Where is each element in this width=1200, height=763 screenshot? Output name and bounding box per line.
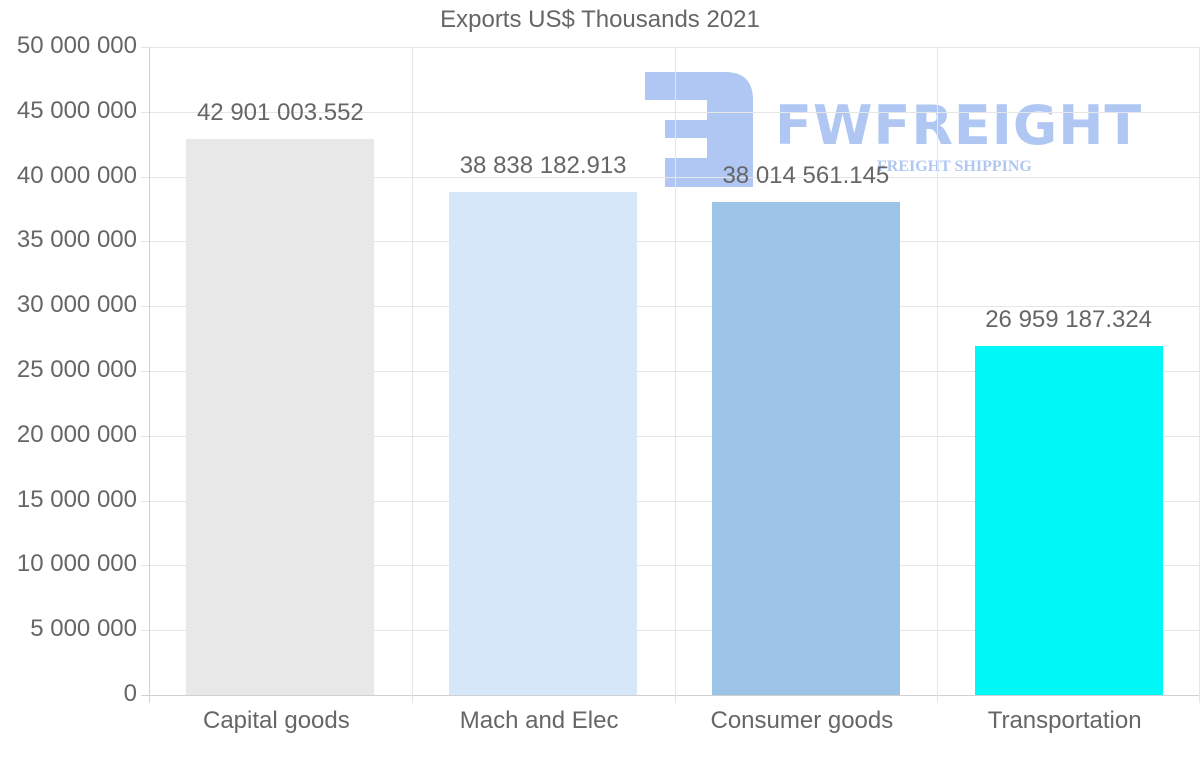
- gridline-vertical: [411, 47, 413, 703]
- gridline-horizontal: [141, 630, 1200, 632]
- watermark-tagline: FREIGHT SHIPPING: [877, 158, 1032, 175]
- y-tick-label: 35 000 000: [16, 226, 137, 254]
- bar-mach-and-elec[interactable]: [449, 191, 638, 695]
- plot-area: 42 901 003.552 38 838 182.913 38 014 561.1…: [141, 47, 1200, 703]
- gridline-horizontal: [141, 565, 1200, 567]
- gridline-horizontal: [141, 176, 1200, 178]
- y-tick-label: 30 000 000: [16, 291, 137, 319]
- fwfreight-logo-icon: [645, 72, 753, 187]
- x-tick-label: Mach and Elec: [459, 707, 619, 734]
- y-tick-label: 40 000 000: [16, 161, 137, 189]
- bar-consumer-goods[interactable]: [711, 202, 900, 695]
- gridline-horizontal: [141, 695, 1200, 696]
- y-tick-label: 10 000 000: [16, 550, 137, 578]
- gridline-horizontal: [141, 241, 1200, 243]
- bar-value-label: 38 014 561.145: [722, 162, 890, 190]
- bar-value-label: 42 901 003.552: [196, 99, 364, 126]
- gridline-horizontal: [141, 111, 1200, 113]
- bar-transportation[interactable]: [974, 345, 1163, 695]
- gridline-horizontal: [141, 306, 1200, 308]
- y-tick-label: 45 000 000: [16, 96, 137, 124]
- y-tick-label: 20 000 000: [16, 420, 137, 448]
- chart-title: Exports US$ Thousands 2021: [440, 6, 760, 33]
- y-tick-label: 0: [123, 680, 137, 707]
- x-tick-label: Transportation: [987, 707, 1142, 734]
- gridline-horizontal: [141, 435, 1200, 437]
- y-tick-label: 15 000 000: [16, 485, 137, 513]
- y-tick-label: 25 000 000: [16, 356, 137, 383]
- watermark-logo: FWFREIGHT FREIGHT SHIPPING: [645, 72, 1150, 187]
- y-tick-label: 50 000 000: [16, 32, 137, 59]
- bar-value-label: 26 959 187.324: [985, 305, 1153, 333]
- gridline-horizontal: [141, 371, 1200, 372]
- x-tick-label: Consumer goods: [710, 707, 894, 734]
- gridline-horizontal: [141, 500, 1200, 502]
- watermark-brand: FWFREIGHT: [775, 94, 1143, 157]
- gridline-vertical: [937, 47, 939, 703]
- x-tick-label: Capital goods: [202, 707, 350, 734]
- bar-value-label: 38 838 182.913: [459, 151, 627, 179]
- gridline-vertical: [674, 47, 676, 703]
- gridline-horizontal: [141, 47, 1200, 48]
- y-axis-line: [149, 47, 150, 703]
- y-tick-label: 5 000 000: [30, 615, 137, 643]
- bar-capital-goods[interactable]: [186, 139, 375, 695]
